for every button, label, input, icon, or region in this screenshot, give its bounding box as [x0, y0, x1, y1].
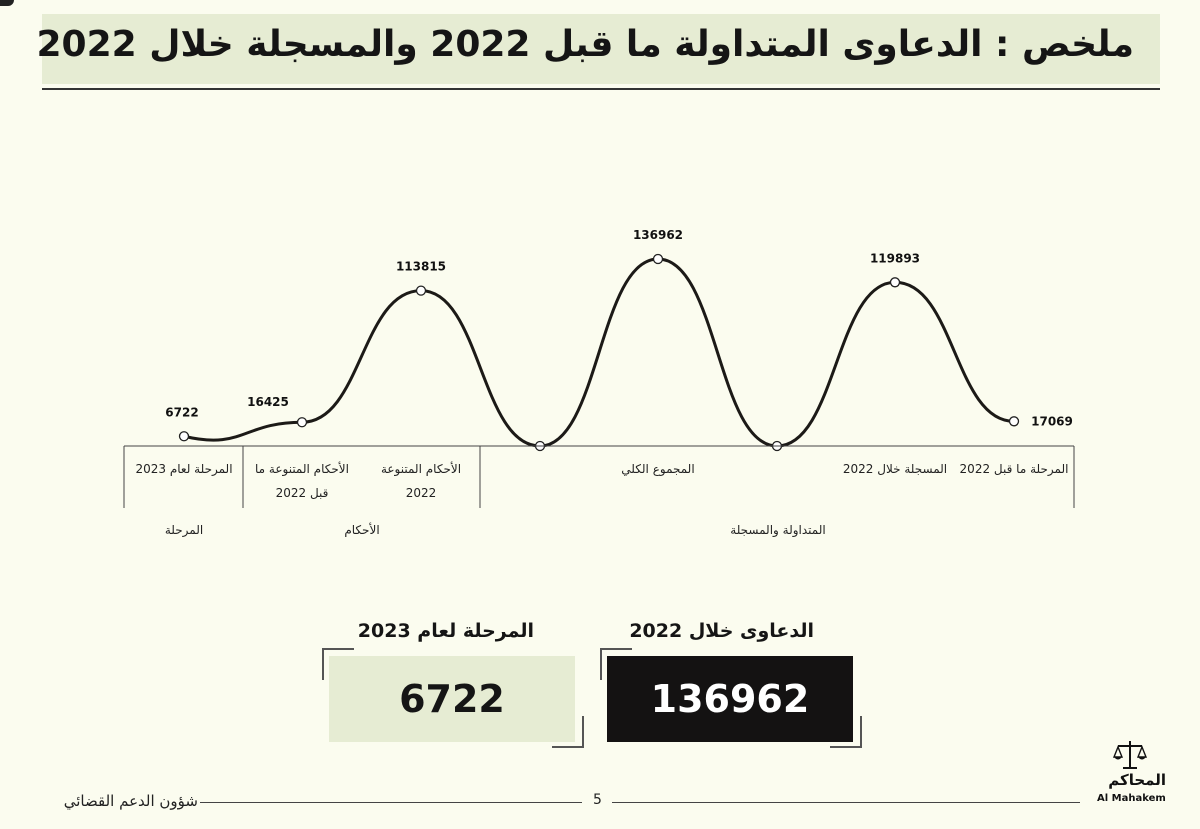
data-point — [1008, 416, 1020, 427]
stat-carryover-value: 6722 — [329, 656, 575, 742]
data-label: 113815 — [396, 260, 446, 274]
stat-total-frame — [830, 716, 862, 748]
data-point — [296, 417, 308, 428]
footer-line-right — [612, 802, 1080, 803]
data-label: 17069 — [1031, 414, 1073, 428]
category-label: الأحكام المتنوعة ما — [255, 461, 349, 477]
title-rule — [42, 88, 1160, 90]
page-number: 5 — [593, 792, 602, 808]
stat-total-title: الدعاوى خلال 2022 — [629, 620, 814, 642]
data-point — [178, 431, 190, 442]
group-label: المرحلة — [165, 523, 203, 538]
data-label: 136962 — [633, 228, 683, 242]
stat-carryover-frame — [552, 716, 584, 748]
category-label: المسجلة خلال 2022 — [843, 462, 947, 476]
data-point — [415, 285, 427, 296]
data-point — [652, 253, 664, 265]
data-label: 119893 — [870, 251, 920, 265]
logo-arabic: المحاكم — [1108, 771, 1166, 789]
corner-mark — [0, 0, 14, 6]
category-label: المجموع الكلي — [621, 462, 694, 477]
stat-total-frame — [600, 648, 632, 680]
title-band: ملخص : الدعاوى المتداولة ما قبل 2022 وال… — [36, 14, 1160, 84]
stat-carryover-title: المرحلة لعام 2023 — [357, 620, 534, 642]
category-label: 2022 — [406, 486, 437, 500]
data-label: 6722 — [165, 405, 198, 419]
series-line — [183, 257, 1015, 448]
category-label: المرحلة لعام 2023 — [135, 462, 232, 477]
footer-line-left — [200, 802, 582, 803]
category-label: الأحكام المتنوعة — [381, 461, 461, 477]
group-label: الأحكام — [344, 522, 379, 537]
data-label: 16425 — [247, 395, 289, 409]
stat-total-value: 136962 — [607, 656, 853, 742]
stat-carryover-frame — [322, 648, 354, 680]
footer-department: شؤون الدعم القضائي — [63, 792, 198, 810]
page-title: ملخص : الدعاوى المتداولة ما قبل 2022 وال… — [36, 24, 1134, 65]
scales-of-justice-icon — [1112, 741, 1148, 769]
group-label: المتداولة والمسجلة — [730, 523, 825, 538]
category-label: المرحلة ما قبل 2022 — [960, 462, 1069, 477]
category-label: قبل 2022 — [276, 486, 329, 500]
logo-english: Al Mahakem — [1097, 793, 1166, 804]
data-point — [889, 277, 901, 288]
